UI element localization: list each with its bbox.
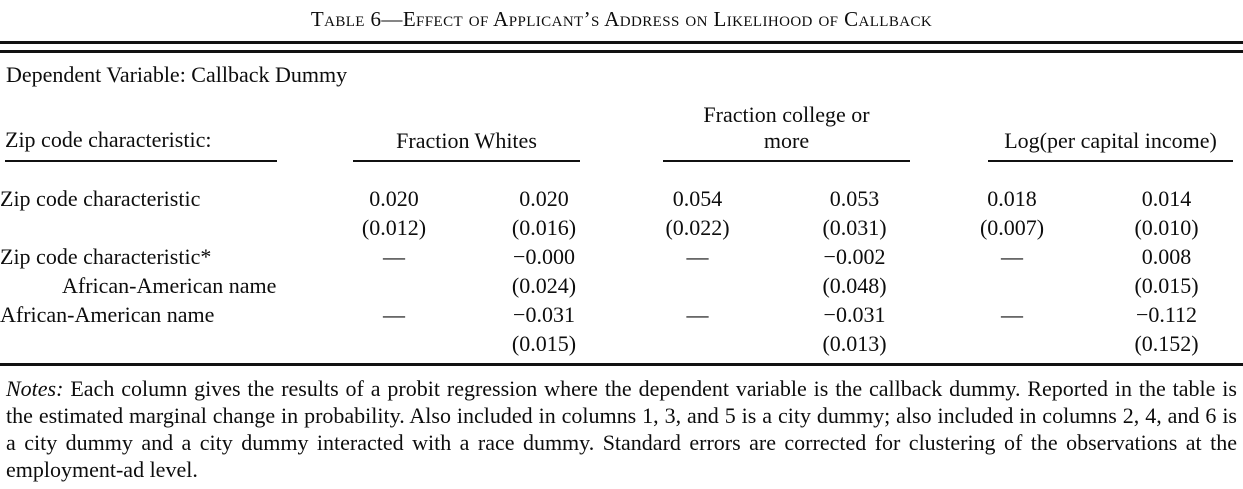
table-title: Table 6—Effect of Applicant’s Address on… xyxy=(310,7,933,31)
regression-table: Zip code characteristic: Fraction Whites… xyxy=(0,92,1243,358)
spanner-log-income-cell: Log(per capital income) xyxy=(934,92,1243,162)
row-label-interaction-line2: African-American name xyxy=(62,273,277,298)
se-cell: (0.012) xyxy=(361,215,427,240)
dependent-variable-line: Dependent Variable: Callback Dummy xyxy=(6,62,348,87)
se-cell: (0.010) xyxy=(1134,215,1199,240)
row-label-empty xyxy=(0,213,320,242)
bottom-rule xyxy=(0,363,1243,366)
se-cell: (0.015) xyxy=(1134,273,1199,298)
top-double-rule xyxy=(0,41,1243,53)
coef-cell: 0.014 xyxy=(1141,186,1192,211)
row-label-zip-characteristic: Zip code characteristic xyxy=(0,186,201,211)
spanner-fraction-whites: Fraction Whites xyxy=(396,128,537,153)
spanner-log-income: Log(per capital income) xyxy=(1004,128,1217,153)
stub-header: Zip code characteristic: xyxy=(5,127,277,162)
row-label-interaction-line1: Zip code characteristic* xyxy=(0,244,212,269)
coef-cell: −0.031 xyxy=(823,302,886,327)
coef-cell: — xyxy=(1001,244,1024,269)
se-cell: (0.015) xyxy=(511,331,577,356)
se-cell xyxy=(620,271,775,300)
row-zip-characteristic-ses: (0.012) (0.016) (0.022) (0.031) (0.007) … xyxy=(0,213,1243,242)
coef-cell: — xyxy=(686,244,709,269)
coef-cell: — xyxy=(1001,302,1024,327)
stub-header-cell: Zip code characteristic: xyxy=(0,92,320,162)
se-cell: (0.152) xyxy=(1134,331,1199,356)
se-cell: (0.022) xyxy=(665,215,730,240)
se-cell xyxy=(320,271,468,300)
se-cell: (0.007) xyxy=(979,215,1045,240)
se-cell xyxy=(934,329,1090,358)
row-interaction-ses: African-American name (0.024) (0.048) (0… xyxy=(0,271,1243,300)
se-cell: (0.024) xyxy=(511,273,577,298)
row-interaction-values: Zip code characteristic* — −0.000 — −0.0… xyxy=(0,242,1243,271)
row-african-american-values: African-American name — −0.031 — −0.031 … xyxy=(0,300,1243,329)
notes-text: Each column gives the results of a probi… xyxy=(6,376,1237,482)
notes-label: Notes: xyxy=(6,376,64,401)
se-cell: (0.016) xyxy=(511,215,577,240)
coef-cell: 0.008 xyxy=(1141,244,1192,269)
se-cell: (0.048) xyxy=(822,273,887,298)
se-cell xyxy=(320,329,468,358)
coef-cell: −0.112 xyxy=(1135,302,1198,327)
row-zip-characteristic-values: Zip code characteristic 0.020 0.020 0.05… xyxy=(0,162,1243,213)
row-african-american-ses: (0.015) (0.013) (0.152) xyxy=(0,329,1243,358)
coef-cell: — xyxy=(383,302,405,327)
se-cell xyxy=(934,271,1090,300)
coef-cell: 0.020 xyxy=(519,186,569,211)
se-cell xyxy=(620,329,775,358)
coef-cell: 0.018 xyxy=(987,186,1037,211)
coef-cell: −0.002 xyxy=(823,244,886,269)
coef-cell: −0.000 xyxy=(513,244,575,269)
coef-cell: 0.054 xyxy=(672,186,723,211)
coef-cell: 0.020 xyxy=(369,186,419,211)
coef-cell: — xyxy=(686,302,709,327)
se-cell: (0.013) xyxy=(822,331,887,356)
coef-cell: −0.031 xyxy=(513,302,575,327)
spanner-fraction-whites-cell: Fraction Whites xyxy=(320,92,620,162)
spanner-fraction-college-cell: Fraction college or more xyxy=(620,92,934,162)
row-label-african-american: African-American name xyxy=(0,302,215,327)
notes-paragraph: Notes: Each column gives the results of … xyxy=(6,375,1237,483)
spanner-fraction-college: Fraction college or more xyxy=(703,102,870,153)
coef-cell: 0.053 xyxy=(829,186,880,211)
row-label-empty xyxy=(0,329,320,358)
header-row: Zip code characteristic: Fraction Whites… xyxy=(0,92,1243,162)
coef-cell: — xyxy=(383,244,405,269)
se-cell: (0.031) xyxy=(822,215,887,240)
